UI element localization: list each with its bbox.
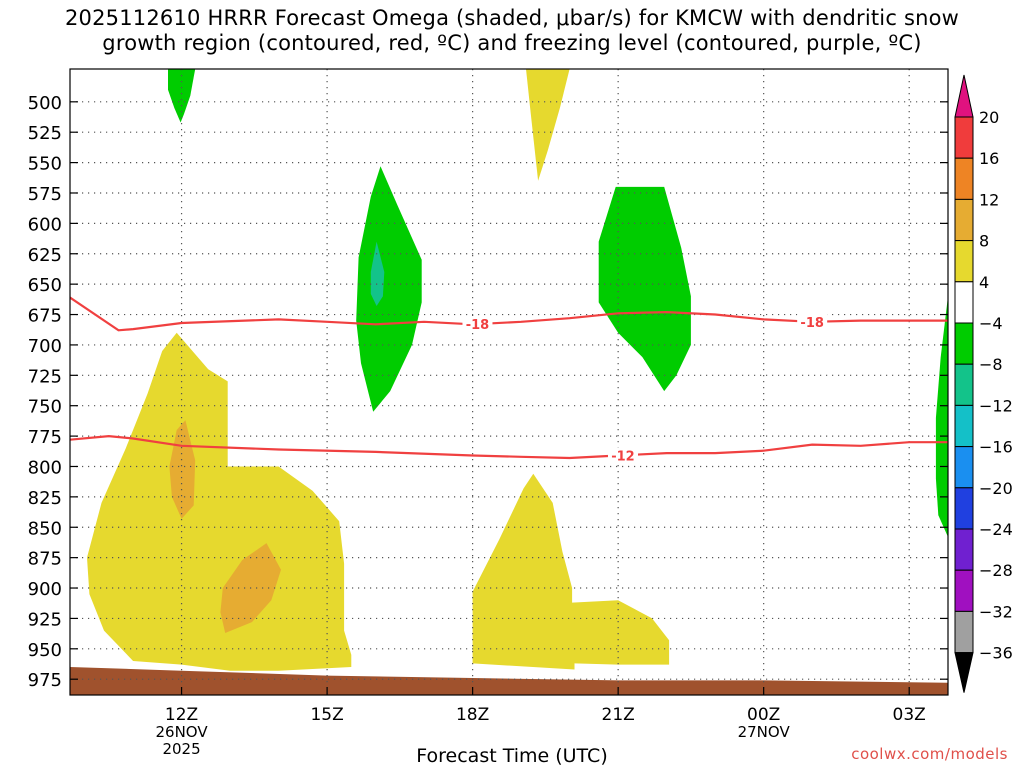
colorbar-label-2: 12 [979,190,999,209]
colorbar-bin-9 [954,446,974,489]
ytick-label-875: 875 [28,549,62,570]
colorbar-label-4: 4 [979,273,989,292]
contour-line-0 [70,296,948,332]
colorbar-label-1: 16 [979,149,999,168]
ytick-label-925: 925 [28,609,62,630]
contour-label-0-1: -18 [800,316,824,331]
ytick-label-850: 850 [28,518,62,539]
title-line-1: 2025112610 HRRR Forecast Omega (shaded, … [64,6,960,30]
plot-frame [69,68,949,696]
colorbar-label-3: 8 [979,232,989,251]
contour-label-1-0: -12 [611,449,635,464]
pressure-axis: 500 525 550 575 600 625 650 675 700 725 750 775 800 8… [28,93,948,691]
ytick-label-500: 500 [28,93,62,114]
xtick-date-12Z: 26NOV [156,723,209,741]
colorbar-label-9: −20 [979,479,1013,498]
contour-label-0-0: -18 [466,318,490,333]
ytick-label-675: 675 [28,306,62,327]
omega-shading [87,69,948,671]
xtick-label-18Z: 18Z [456,705,489,725]
colorbar-label-11: −28 [979,561,1013,580]
colorbar-label-8: −16 [979,438,1013,457]
colorbar-label-0: 20 [979,108,999,127]
colorbar-label-7: −12 [979,396,1013,415]
isotherm-contours: -18 -18 -12 [70,296,948,464]
colorbar-bottom-arrow [954,652,974,693]
colorbar-bin-10 [954,487,974,530]
xtick-label-21Z: 21Z [602,705,635,725]
omega-region-1 [356,166,422,412]
colorbar-bin-12 [954,569,974,612]
colorbar-bin-13 [954,610,974,654]
ytick-label-650: 650 [28,275,62,296]
colorbar-top-arrow [954,74,974,118]
colorbar-bin-6 [954,322,974,365]
colorbar-bin-1 [954,116,974,159]
xtick-label-12Z: 12Z [165,705,198,725]
ytick-label-950: 950 [28,640,62,661]
ytick-label-575: 575 [28,184,62,205]
ytick-label-700: 700 [28,336,62,357]
ytick-label-975: 975 [28,670,62,691]
colorbar-label-13: −36 [979,644,1013,663]
colorbar-bin-11 [954,528,974,571]
x-axis-title: Forecast Time (UTC) [416,745,608,767]
title-line-2: growth region (contoured, red, ºC) and f… [102,31,922,55]
colorbar-bin-7 [954,363,974,406]
colorbar-label-12: −32 [979,602,1013,621]
contour-label-bg [797,313,828,330]
ytick-label-550: 550 [28,154,62,175]
terrain-layer [70,667,948,695]
omega-region-4 [935,296,948,537]
colorbar-bin-8 [954,404,974,448]
colorbar-bin-4 [954,240,974,283]
ytick-label-750: 750 [28,397,62,418]
colorbar-label-10: −24 [979,520,1013,539]
omega-region-3 [598,186,691,392]
ytick-label-775: 775 [28,427,62,448]
site-credit: coolwx.com/models [851,745,1008,763]
xtick-label-03Z: 03Z [893,705,926,725]
contour-label-bg [607,447,638,464]
omega-region-5 [526,69,570,181]
ytick-label-900: 900 [28,579,62,600]
ytick-label-600: 600 [28,214,62,235]
xtick-date-00Z: 27NOV [738,723,791,741]
ytick-label-525: 525 [28,123,62,144]
xtick-label-00Z: 00Z [747,705,780,725]
gridlines [70,69,948,695]
terrain-fill [70,667,948,695]
ytick-label-725: 725 [28,366,62,387]
omega-region-0 [168,69,196,123]
chart-title: 2025112610 HRRR Forecast Omega (shaded, … [0,6,1024,56]
omega-region-6 [87,332,352,671]
colorbar-legend: 20 16 12 8 4 −4 −8 −12 −16 −20 −24 −28 −32 −36 [954,74,1013,693]
colorbar-bin-3 [954,198,974,242]
ytick-label-825: 825 [28,488,62,509]
ytick-label-625: 625 [28,245,62,266]
xtick-label-15Z: 15Z [310,705,343,725]
contour-label-bg [462,316,493,333]
omega-region-9 [472,473,670,670]
colorbar-label-5: −4 [979,314,1003,333]
omega-region-2 [370,241,385,306]
colorbar-label-6: −8 [979,355,1003,374]
ytick-label-800: 800 [28,457,62,478]
colorbar-bin-5 [954,281,974,324]
colorbar-bin-2 [954,157,974,200]
xtick-year-12Z: 2025 [162,740,200,758]
contour-line-1 [70,434,948,460]
